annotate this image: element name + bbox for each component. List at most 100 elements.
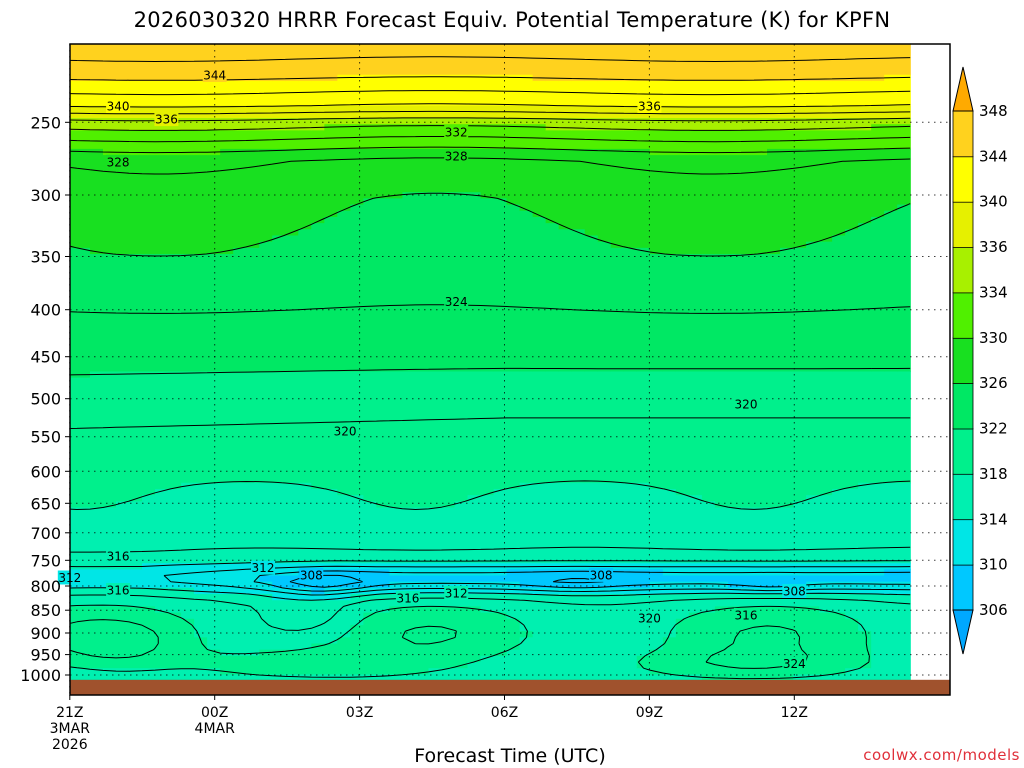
field-cell [727, 118, 742, 131]
field-cell [780, 247, 794, 373]
contour-label: 308 [590, 568, 613, 582]
field-cell [298, 482, 312, 564]
field-cell [858, 148, 872, 224]
field-cell [272, 600, 286, 651]
contour-label-bg [782, 584, 807, 598]
field-cell [350, 124, 364, 150]
field-cell [701, 575, 716, 583]
field-cell [363, 612, 377, 676]
field-cell [102, 371, 117, 509]
field-cell [233, 105, 247, 119]
field-cell [298, 80, 312, 107]
field-cell [767, 13, 781, 38]
field-cell [532, 594, 547, 688]
field-cell [389, 105, 404, 119]
field-cell [545, 130, 560, 150]
field-cell [155, 44, 169, 82]
field-cell [675, 371, 690, 496]
field-cell [129, 118, 143, 131]
field-cell [311, 488, 325, 564]
field-cell [102, 130, 117, 156]
field-cell [806, 118, 820, 131]
field-cell [389, 198, 404, 373]
field-cell [363, 74, 377, 107]
field-cell [207, 155, 221, 255]
field-cell [467, 495, 482, 564]
field-cell [129, 130, 143, 156]
field-cell [610, 118, 625, 131]
field-cell [142, 371, 156, 496]
field-cell [780, 44, 794, 82]
field-cell [845, 130, 859, 150]
field-cell [76, 507, 91, 570]
field-cell [675, 80, 690, 107]
field-cell [649, 130, 664, 156]
contour-line-348 [12, 32, 910, 35]
field-cell [272, 649, 286, 676]
field-cell [701, 581, 716, 595]
field-cell [845, 13, 859, 32]
field-cell [441, 105, 456, 119]
field-cell [337, 118, 351, 125]
field-cell [324, 44, 338, 82]
field-cell [819, 44, 833, 82]
field-cell [363, 13, 377, 32]
credit-link[interactable]: coolwx.com/models [863, 746, 1020, 764]
field-cell [428, 44, 443, 76]
field-cell [337, 74, 351, 107]
field-cell [793, 13, 807, 32]
field-cell [597, 44, 612, 82]
field-cell [767, 130, 781, 150]
contour-line-310 [253, 570, 911, 592]
field-cell [207, 118, 221, 131]
field-cell [636, 247, 651, 373]
field-cell [597, 594, 612, 688]
field-cell [714, 371, 729, 509]
y-tick-label: 800 [30, 577, 61, 596]
field-cell [519, 587, 534, 595]
field-cell [415, 563, 430, 577]
field-cell [715, 13, 729, 38]
field-cell [753, 155, 768, 255]
field-cell [740, 118, 755, 131]
field-cell [806, 148, 820, 243]
field-cell [272, 105, 286, 119]
field-cell [220, 563, 234, 595]
field-cell [897, 569, 911, 583]
field-cell [701, 612, 716, 682]
field-cell [428, 575, 443, 583]
field-cell [519, 637, 534, 688]
field-cell [272, 482, 286, 564]
field-cell [532, 587, 547, 595]
field-cell [727, 155, 742, 255]
field-cell [610, 587, 625, 595]
field-cell [662, 130, 677, 156]
field-cell [519, 482, 534, 564]
field-cell [636, 569, 651, 589]
field-cell [90, 13, 104, 38]
field-cell [675, 105, 690, 119]
field-cell [558, 80, 573, 107]
field-cell [233, 371, 247, 484]
field-cell [871, 44, 885, 82]
field-cell [12, 130, 26, 149]
field-cell [623, 148, 638, 249]
field-cell [884, 148, 898, 212]
field-cell [259, 575, 273, 583]
y-tick-label: 900 [30, 624, 61, 643]
field-cell [819, 581, 833, 595]
field-cell [533, 13, 547, 32]
field-cell [376, 371, 391, 509]
field-cell [233, 130, 247, 150]
field-cell [480, 655, 495, 688]
field-cell [480, 198, 495, 373]
field-cell [871, 13, 885, 32]
field-cell [389, 606, 404, 676]
field-cell [89, 569, 104, 589]
field-cell [116, 155, 130, 255]
contour-line-338 [70, 110, 911, 115]
field-cell [532, 148, 547, 218]
field-cell [233, 594, 247, 657]
field-cell [129, 80, 143, 107]
field-cell [727, 587, 742, 595]
